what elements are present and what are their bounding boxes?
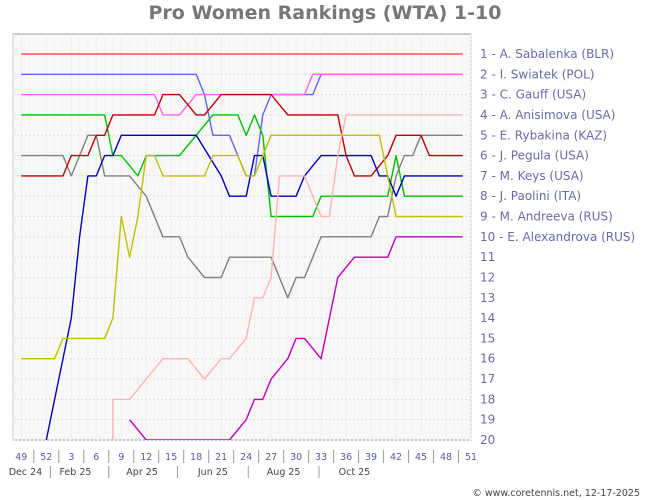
week-tick-label: 12 [140, 452, 152, 463]
week-tick-label: 3 [68, 452, 74, 463]
rank-label: 8 - J. Paolini (ITA) [480, 189, 581, 203]
rank-label: 6 - J. Pegula (USA) [480, 149, 589, 163]
week-tick-label: 48 [440, 452, 452, 463]
month-label: Oct 25 [339, 467, 371, 478]
series-line-4 [21, 114, 463, 218]
week-tick-label: 24 [240, 452, 252, 463]
rank-labels: 1 - A. Sabalenka (BLR) 2 - I. Swiatek (PO… [480, 47, 635, 447]
rank-label: 18 [480, 392, 495, 406]
rank-label: 3 - C. Gauff (USA) [480, 88, 586, 102]
rank-label: 20 [480, 433, 495, 447]
series-line-10 [129, 236, 463, 440]
rank-label: 10 - E. Alexandrova (RUS) [480, 230, 635, 244]
week-tick-label: 39 [365, 452, 377, 463]
week-tick-label: 36 [340, 452, 352, 463]
week-tick-label: 30 [290, 452, 302, 463]
rank-label: 4 - A. Anisimova (USA) [480, 108, 615, 122]
series-lines [21, 53, 463, 440]
series-line-3 [21, 73, 463, 116]
week-tick-labels: 49 52 3 6 9 12 15 18 21 24 27 30 33 36 39 42 45 48 51 [15, 450, 477, 463]
week-tick-label: 33 [315, 452, 327, 463]
week-tick-label: 21 [215, 452, 227, 463]
rank-label: 1 - A. Sabalenka (BLR) [480, 47, 614, 61]
rank-label: 12 [480, 270, 495, 284]
series-line-8 [21, 134, 463, 360]
month-label: Jun 25 [197, 467, 228, 478]
rank-label: 9 - M. Andreeva (RUS) [480, 210, 613, 224]
week-tick-label: 18 [190, 452, 202, 463]
rank-label: 19 [480, 413, 495, 427]
chart-title: Pro Women Rankings (WTA) 1-10 [149, 2, 502, 24]
rank-label: 11 [480, 250, 495, 264]
week-tick-label: 15 [165, 452, 177, 463]
week-tick-label: 51 [465, 452, 477, 463]
week-tick-label: 9 [118, 452, 124, 463]
rank-label: 13 [480, 291, 495, 305]
rank-label: 2 - I. Swiatek (POL) [480, 67, 594, 81]
chart-footer: © www.coretennis.net, 12-17-2025 [472, 488, 640, 499]
month-label: Aug 25 [267, 467, 301, 478]
month-label: Apr 25 [126, 467, 158, 478]
week-tick-label: 49 [15, 452, 27, 463]
rank-label: 15 [480, 331, 495, 345]
month-labels: Dec 24 Feb 25 Apr 25 Jun 25 Aug 25 Oct 25 [9, 466, 370, 478]
month-label: Dec 24 [9, 467, 43, 478]
week-tick-label: 27 [265, 452, 277, 463]
rank-label: 5 - E. Rybakina (KAZ) [480, 128, 607, 142]
week-tick-label: 6 [93, 452, 99, 463]
rank-label: 16 [480, 352, 495, 366]
week-tick-label: 52 [40, 452, 52, 463]
week-tick-label: 45 [415, 452, 427, 463]
series-line-9 [112, 114, 463, 440]
week-tick-label: 42 [390, 452, 402, 463]
rank-label: 14 [480, 311, 495, 325]
series-line-6 [21, 93, 463, 177]
rank-label: 17 [480, 372, 495, 386]
rank-label: 7 - M. Keys (USA) [480, 169, 584, 183]
month-label: Feb 25 [59, 467, 91, 478]
